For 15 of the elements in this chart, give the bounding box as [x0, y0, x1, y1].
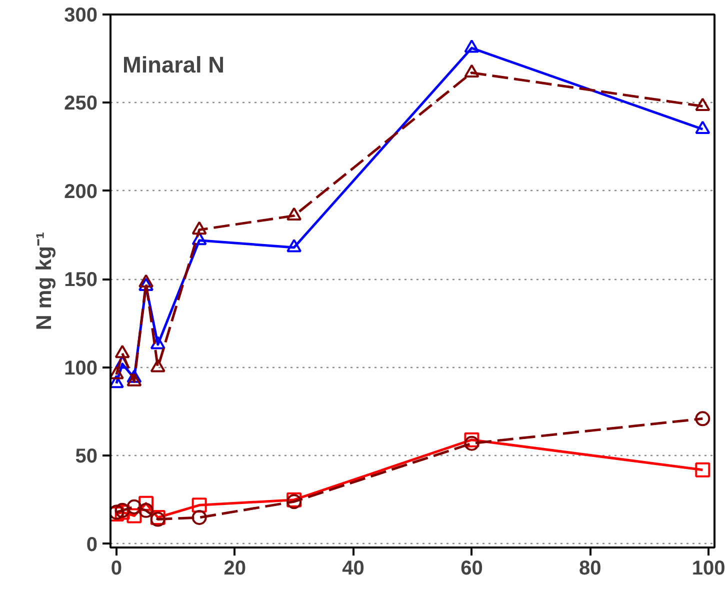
text: Minaral N: [122, 52, 224, 78]
y-tick-label: 250: [64, 92, 98, 115]
y-tick-label: 0: [86, 534, 98, 556]
y-tick-label: 100: [64, 357, 98, 380]
x-tick-label: 40: [342, 558, 364, 580]
y-tick-label: 200: [64, 180, 98, 203]
x-tick-label: 0: [110, 558, 122, 580]
y-axis-title: N mg kg⁻¹: [32, 232, 56, 330]
y-tick-label: 150: [64, 269, 98, 292]
y-tick-label: 50: [75, 446, 98, 468]
x-tick-label: 60: [460, 558, 483, 580]
y-tick-label: 300: [64, 4, 98, 26]
x-tick-label: 80: [579, 558, 602, 580]
x-tick-label: 20: [224, 558, 246, 580]
x-tick-label: 100: [692, 558, 726, 580]
